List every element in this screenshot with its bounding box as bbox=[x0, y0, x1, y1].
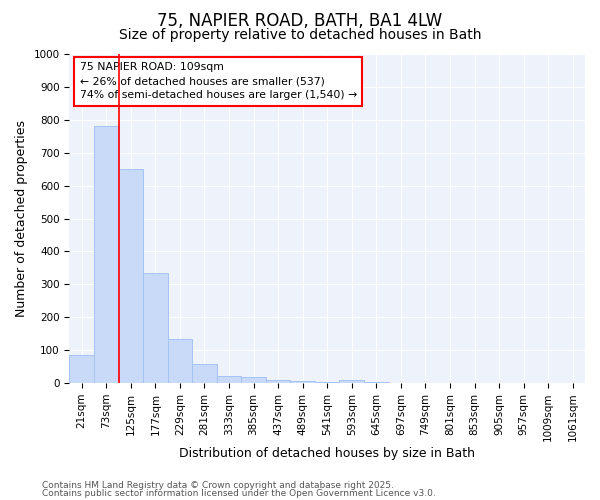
Bar bbox=[315, 382, 340, 383]
Bar bbox=[167, 340, 192, 383]
Y-axis label: Number of detached properties: Number of detached properties bbox=[15, 120, 28, 317]
Text: Contains public sector information licensed under the Open Government Licence v3: Contains public sector information licen… bbox=[42, 489, 436, 498]
X-axis label: Distribution of detached houses by size in Bath: Distribution of detached houses by size … bbox=[179, 447, 475, 460]
Bar bbox=[241, 377, 266, 383]
Text: Contains HM Land Registry data © Crown copyright and database right 2025.: Contains HM Land Registry data © Crown c… bbox=[42, 480, 394, 490]
Text: 75, NAPIER ROAD, BATH, BA1 4LW: 75, NAPIER ROAD, BATH, BA1 4LW bbox=[157, 12, 443, 30]
Bar bbox=[340, 380, 364, 383]
Text: Size of property relative to detached houses in Bath: Size of property relative to detached ho… bbox=[119, 28, 481, 42]
Bar bbox=[364, 382, 389, 383]
Bar bbox=[290, 382, 315, 383]
Text: 75 NAPIER ROAD: 109sqm
← 26% of detached houses are smaller (537)
74% of semi-de: 75 NAPIER ROAD: 109sqm ← 26% of detached… bbox=[80, 62, 357, 100]
Bar bbox=[192, 364, 217, 383]
Bar bbox=[119, 169, 143, 383]
Bar bbox=[94, 126, 119, 383]
Bar bbox=[70, 355, 94, 383]
Bar bbox=[143, 273, 167, 383]
Bar bbox=[266, 380, 290, 383]
Bar bbox=[217, 376, 241, 383]
